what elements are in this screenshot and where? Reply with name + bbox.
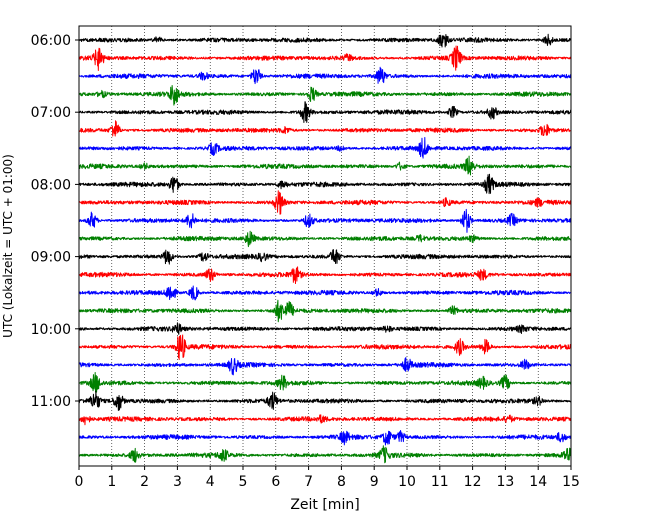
y-axis-label: UTC (Lokalzeit = UTC + 01:00)	[1, 154, 15, 338]
trace-1115	[78, 414, 572, 426]
x-tick-label: 8	[337, 474, 346, 490]
trace-1045	[78, 371, 572, 393]
trace-0900	[78, 249, 572, 265]
y-tick-label: 06:00	[31, 33, 71, 49]
x-axis-label: Zeit [min]	[290, 497, 359, 513]
x-tick-label: 13	[496, 474, 514, 490]
trace-1000	[78, 322, 572, 335]
y-tick-label: 08:00	[31, 177, 71, 193]
trace-1130	[78, 429, 572, 446]
trace-0830	[78, 208, 572, 233]
x-tick-label: 11	[431, 474, 449, 490]
trace-1030	[78, 356, 572, 376]
trace-0715	[78, 120, 572, 137]
trace-0645	[78, 84, 572, 106]
y-tick-label: 11:00	[31, 394, 71, 410]
trace-0745	[78, 155, 572, 176]
x-tick-label: 9	[370, 474, 379, 490]
y-tick-label: 07:00	[31, 105, 71, 121]
plot-frame	[78, 25, 572, 467]
trace-0815	[78, 190, 572, 215]
trace-0930	[78, 285, 572, 301]
trace-0615	[78, 45, 572, 71]
trace-0630	[78, 66, 572, 85]
x-tick-label: 4	[206, 474, 215, 490]
x-tick-label: 12	[464, 474, 482, 490]
trace-0945	[78, 299, 572, 323]
x-tick-label: 7	[304, 474, 313, 490]
trace-1015	[78, 334, 572, 360]
trace-1100	[78, 390, 572, 411]
x-tick-label: 1	[107, 474, 116, 490]
x-grid	[111, 26, 539, 466]
y-axis-ticks: 06:00 07:00 08:00 09:00 10:00 11:00	[31, 33, 79, 410]
trace-0845	[78, 230, 572, 248]
x-tick-label: 5	[239, 474, 248, 490]
trace-0700	[78, 101, 572, 123]
trace-0915	[78, 266, 572, 285]
x-tick-label: 15	[562, 474, 580, 490]
y-tick-label: 10:00	[31, 322, 71, 338]
x-tick-label: 3	[173, 474, 182, 490]
trace-0730	[78, 136, 572, 159]
trace-1145	[78, 445, 572, 464]
trace-0800	[78, 173, 572, 195]
x-tick-label: 2	[140, 474, 149, 490]
x-tick-label: 6	[271, 474, 280, 490]
x-tick-label: 10	[398, 474, 416, 490]
x-tick-label: 14	[529, 474, 547, 490]
trace-rows	[78, 33, 572, 464]
y-tick-label: 09:00	[31, 250, 71, 266]
x-tick-label: 0	[75, 474, 84, 490]
x-axis-ticks: 0 1 2 3 4 5 6 7 8 9 10 11 12 13 14 15	[75, 466, 580, 490]
trace-0600	[78, 33, 572, 48]
